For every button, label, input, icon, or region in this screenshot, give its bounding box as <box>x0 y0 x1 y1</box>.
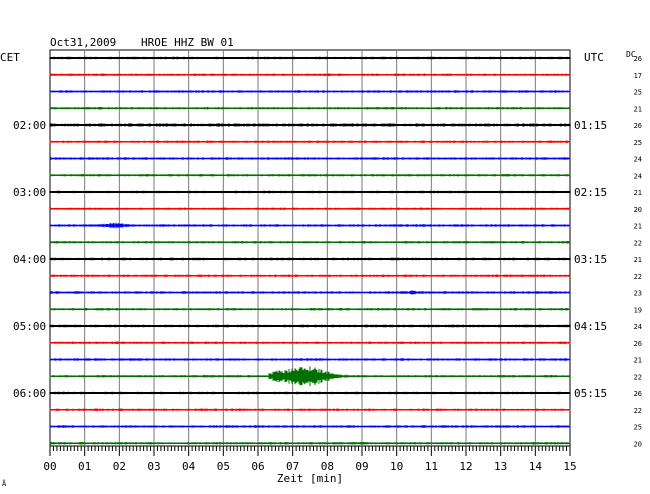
dc-offset-label: 22 <box>634 273 642 281</box>
left-time-axis: 02:00 03:00 04:00 05:00 06:00 <box>13 119 46 400</box>
dc-offset-label: 26 <box>634 340 642 348</box>
minute-tick-label: 10 <box>390 460 403 473</box>
minute-tick-label: 06 <box>251 460 264 473</box>
dc-header-label: DC <box>626 50 636 59</box>
right-time-axis: 01:15 02:15 03:15 04:15 05:15 <box>574 119 607 400</box>
trace-rows <box>49 56 571 445</box>
minute-tick-label: 05 <box>217 460 230 473</box>
left-time-label: 06:00 <box>13 387 46 400</box>
right-time-label: 04:15 <box>574 320 607 333</box>
minute-tick-label: 01 <box>78 460 91 473</box>
minute-tick-label: 07 <box>286 460 299 473</box>
left-time-label: 02:00 <box>13 119 46 132</box>
dc-offset-label: 22 <box>634 239 642 247</box>
dc-offset-label: 26 <box>634 390 642 398</box>
dc-offset-label: 19 <box>634 306 642 314</box>
left-time-label: 04:00 <box>13 253 46 266</box>
dc-offset-label: 25 <box>634 139 642 147</box>
left-time-label: 03:00 <box>13 186 46 199</box>
dc-offset-column: 26 17 25 21 26 25 24 24 21 20 21 22 21 22 23 19 24 26 21 22… <box>634 55 642 448</box>
minute-tick-label: 09 <box>355 460 368 473</box>
minute-tick-label: 11 <box>425 460 438 473</box>
dc-offset-label: 17 <box>634 72 642 80</box>
minute-tick-label: 00 <box>43 460 56 473</box>
dc-offset-label: 22 <box>634 407 642 415</box>
dc-offset-label: 24 <box>634 156 642 164</box>
dc-offset-label: 22 <box>634 373 642 381</box>
x-axis-title: Zeit [min] <box>277 472 343 485</box>
right-time-label: 03:15 <box>574 253 607 266</box>
dc-offset-label: 21 <box>634 357 642 365</box>
dc-offset-label: 25 <box>634 89 642 97</box>
dc-offset-label: 26 <box>634 122 642 130</box>
corner-mark: Å <box>2 479 7 488</box>
minute-tick-label: 13 <box>494 460 507 473</box>
dc-offset-label: 21 <box>634 256 642 264</box>
dc-offset-label: 26 <box>634 55 642 63</box>
minute-tick-label: 14 <box>529 460 543 473</box>
dc-offset-label: 21 <box>634 105 642 113</box>
minute-tick-label: 03 <box>147 460 160 473</box>
minute-axis: 00 01 02 03 04 05 06 07 08 09 10 11 12 13 14 15 <box>43 446 577 473</box>
right-time-label: 02:15 <box>574 186 607 199</box>
dc-offset-label: 21 <box>634 223 642 231</box>
minute-tick-label: 12 <box>459 460 472 473</box>
right-time-label: 01:15 <box>574 119 607 132</box>
minute-tick-label: 02 <box>113 460 126 473</box>
minute-tick-label: 08 <box>321 460 334 473</box>
minute-tick-label: 04 <box>182 460 196 473</box>
dc-offset-label: 20 <box>634 206 642 214</box>
dc-offset-label: 23 <box>634 290 642 298</box>
right-time-label: 05:15 <box>574 387 607 400</box>
dc-offset-label: 25 <box>634 424 642 432</box>
dc-offset-label: 20 <box>634 440 642 448</box>
date-label: Oct31,2009 <box>50 36 116 49</box>
station-label: HROE HHZ BW 01 <box>141 36 234 49</box>
dc-offset-label: 21 <box>634 189 642 197</box>
dc-offset-label: 24 <box>634 172 642 180</box>
dc-offset-label: 24 <box>634 323 642 331</box>
right-timezone-label: UTC <box>584 51 604 64</box>
left-timezone-label: CET <box>0 51 20 64</box>
left-time-label: 05:00 <box>13 320 46 333</box>
minute-tick-label: 15 <box>563 460 576 473</box>
